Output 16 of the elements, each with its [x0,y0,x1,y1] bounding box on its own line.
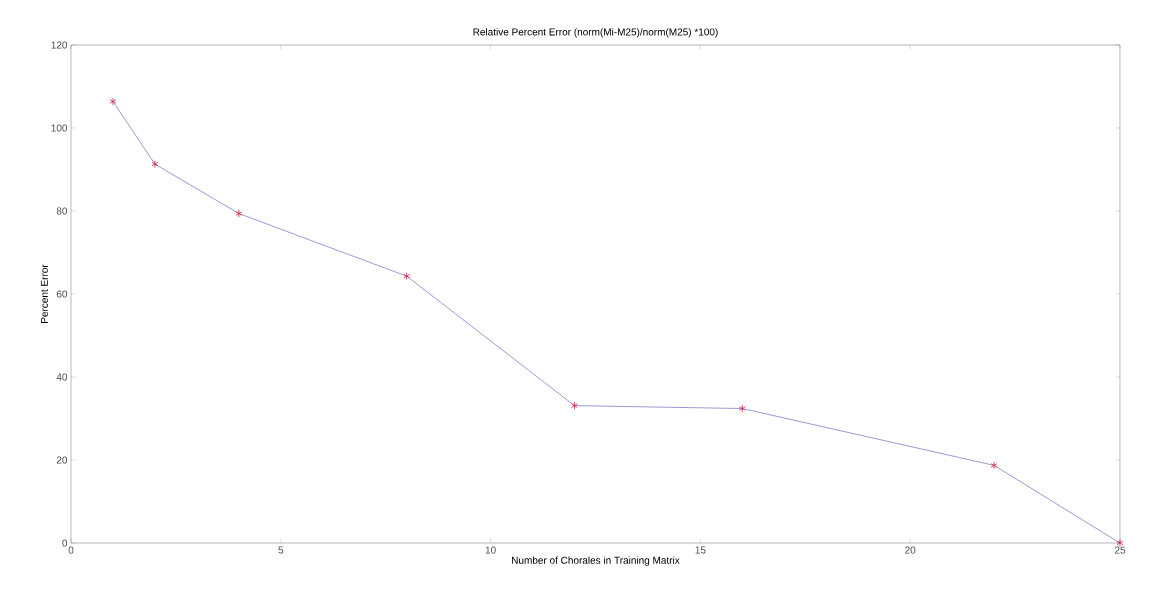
chart-title: Relative Percent Error (norm(Mi-M25)/norm(M25) *100) [473,28,718,38]
x-tick-label: 0 [68,546,74,554]
x-tick-label: 10 [485,546,496,554]
y-tick-label: 60 [56,290,68,298]
x-axis-title: Number of Chorales in Training Matrix [512,556,680,566]
y-axis-title: Percent Error [40,264,48,323]
y-tick-label: 20 [56,456,68,464]
y-tick-label: 100 [51,124,68,132]
y-tick-label: 120 [51,41,68,49]
y-tick-label: 80 [56,207,68,215]
x-tick-label: 25 [1114,546,1126,554]
y-tick-label: 40 [56,373,68,381]
y-tick-label: 0 [62,539,68,547]
x-tick-label: 5 [278,546,284,554]
x-tick-label: 15 [695,546,706,554]
x-tick-label: 20 [905,546,916,554]
